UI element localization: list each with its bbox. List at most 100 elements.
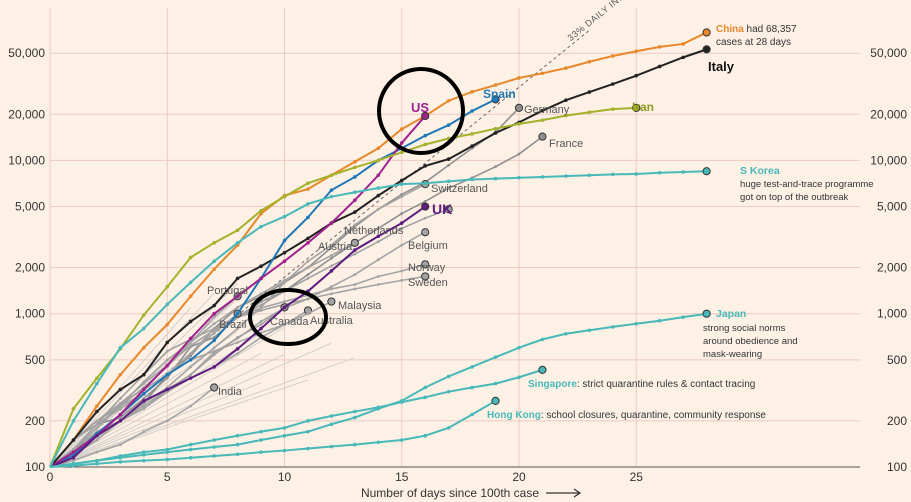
series-end-spain bbox=[491, 95, 500, 104]
y-tick-label: 100 bbox=[887, 460, 907, 474]
x-tick-label: 0 bbox=[47, 470, 54, 484]
hongkong-note-text: : school closures, quarantine, community… bbox=[541, 410, 767, 421]
series-point-iran bbox=[165, 284, 170, 289]
japan-note: strong social norms bbox=[703, 323, 786, 334]
series-label-switzerland: Switzerland bbox=[431, 183, 488, 195]
series-point-spain bbox=[329, 188, 334, 192]
series-point-malaysia bbox=[236, 340, 240, 344]
series-label-brazil: Brazil bbox=[219, 319, 247, 331]
series-point-italy bbox=[540, 108, 545, 113]
series-point-singapore bbox=[353, 409, 357, 414]
series-point-china bbox=[493, 83, 498, 87]
series-end-france bbox=[538, 132, 547, 141]
y-tick-label: 50,000 bbox=[8, 46, 45, 60]
series-point-s-korea bbox=[587, 173, 592, 178]
series-end-uk bbox=[421, 202, 430, 211]
series-point-spain bbox=[446, 123, 451, 127]
background-country-line bbox=[49, 379, 309, 468]
series-line-austria bbox=[49, 242, 356, 468]
series-point-india bbox=[72, 459, 75, 463]
series-point-uk bbox=[118, 419, 123, 423]
y-tick-label: 10,000 bbox=[870, 153, 907, 167]
y-tick-label: 200 bbox=[25, 414, 45, 428]
singapore-note: Singapore: strict quarantine rules & con… bbox=[528, 379, 755, 390]
series-point-uk bbox=[329, 269, 334, 273]
japan-note: around obedience and bbox=[703, 336, 798, 347]
series-point-japan bbox=[587, 328, 592, 333]
series-point-china bbox=[681, 42, 685, 46]
series-point-portugal bbox=[212, 315, 216, 319]
x-tick-label: 25 bbox=[630, 470, 644, 484]
china-note-name: China bbox=[716, 24, 744, 35]
series-point-italy bbox=[259, 264, 263, 269]
series-point-spain bbox=[282, 238, 287, 243]
series-line-france bbox=[49, 135, 543, 468]
series-point-s-korea bbox=[95, 381, 99, 386]
series-point-s-korea bbox=[517, 176, 521, 180]
series-point-uk bbox=[353, 248, 357, 252]
series-point-iran bbox=[188, 255, 193, 260]
series-point-australia bbox=[142, 404, 146, 408]
x-axis-label: Number of days since 100th case bbox=[361, 486, 539, 500]
series-point-s-korea bbox=[142, 326, 146, 331]
y-tick-label: 2,000 bbox=[15, 261, 45, 275]
y-tick-label: 50,000 bbox=[870, 46, 907, 60]
background-country-line bbox=[49, 354, 285, 468]
series-point-netherlands bbox=[330, 264, 333, 268]
series-point-spain bbox=[165, 372, 170, 377]
series-point-norway bbox=[283, 300, 286, 303]
series-point-switzerland bbox=[189, 365, 193, 369]
series-point-s-korea bbox=[540, 175, 545, 179]
series-point-italy bbox=[446, 157, 451, 161]
series-point-singapore bbox=[423, 395, 428, 400]
series-point-s-korea bbox=[611, 172, 615, 177]
series-end-norway bbox=[421, 260, 430, 269]
series-point-france bbox=[494, 165, 497, 169]
series-point-china bbox=[657, 45, 662, 49]
y-axis-left: 100 200 500 1,000 2,000 5,000 10,000 20,000 50,0… bbox=[8, 46, 45, 474]
series-point-iran bbox=[587, 110, 592, 115]
series-point-singapore bbox=[517, 375, 521, 380]
series-point-sweden bbox=[259, 309, 263, 312]
series-point-iran bbox=[376, 158, 381, 163]
series-end-china bbox=[702, 28, 711, 37]
series-point-hong-kong bbox=[282, 448, 287, 453]
series-point-italy bbox=[376, 193, 381, 198]
series-label-iran: Iran bbox=[632, 100, 654, 114]
series-point-singapore bbox=[399, 400, 404, 404]
series-label-sweden: Sweden bbox=[408, 277, 448, 289]
series-point-netherlands bbox=[306, 276, 310, 280]
series-label-spain: Spain bbox=[483, 87, 516, 101]
series-point-iran bbox=[212, 241, 216, 245]
series-point-singapore bbox=[282, 426, 287, 430]
series-point-singapore bbox=[212, 438, 216, 442]
series-point-sweden bbox=[142, 382, 146, 385]
series-point-china bbox=[212, 267, 216, 272]
series-point-france bbox=[165, 376, 169, 380]
y-tick-label: 5,000 bbox=[877, 200, 907, 214]
series-label-canada: Canada bbox=[270, 316, 309, 328]
series-point-uk bbox=[235, 347, 240, 351]
series-point-brazil bbox=[189, 352, 193, 355]
series-end-sweden bbox=[421, 272, 430, 281]
series-point-us bbox=[306, 241, 310, 245]
series-point-hong-kong bbox=[142, 458, 146, 463]
series-point-iran bbox=[235, 228, 240, 233]
series-label-italy: Italy bbox=[708, 59, 735, 74]
series-point-norway bbox=[330, 287, 333, 291]
series-point-japan bbox=[282, 433, 287, 438]
series-point-norway bbox=[118, 397, 122, 400]
series-point-uk bbox=[71, 455, 76, 460]
series-end-india bbox=[210, 383, 219, 392]
series-point-iran bbox=[259, 208, 263, 213]
series-label-belgium: Belgium bbox=[408, 240, 448, 252]
series-point-uk bbox=[188, 376, 193, 380]
series-label-australia: Australia bbox=[310, 315, 354, 327]
series-point-switzerland bbox=[353, 223, 357, 227]
series-point-germany bbox=[189, 354, 193, 358]
series-point-france bbox=[376, 227, 380, 230]
series-label-india: India bbox=[218, 386, 243, 398]
series-point-hong-kong bbox=[165, 457, 170, 462]
series-point-malaysia bbox=[118, 407, 122, 411]
series-line-singapore bbox=[49, 368, 543, 468]
